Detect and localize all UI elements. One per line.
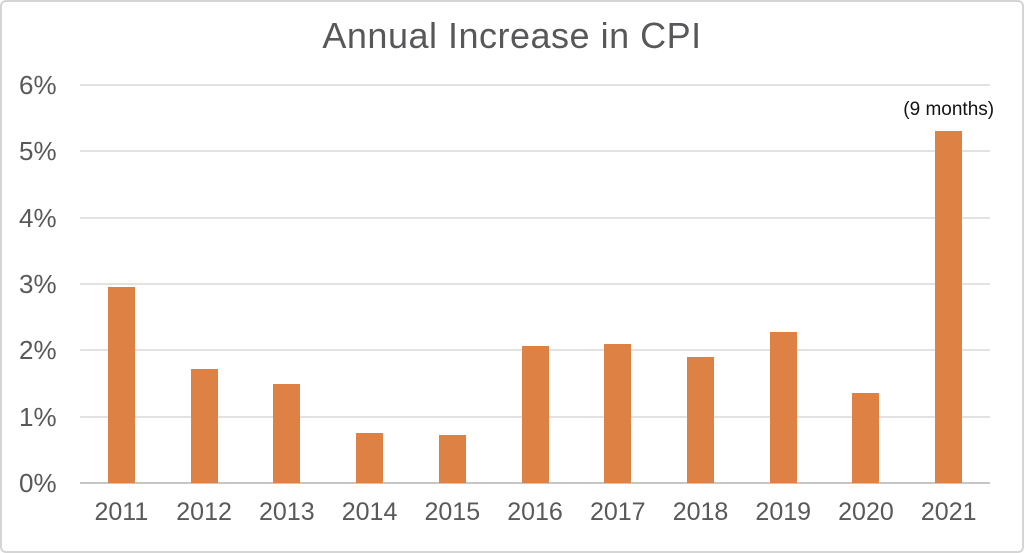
bar-column-2020 [825,85,908,483]
bar-2017 [604,343,632,483]
bar-2011 [107,287,135,483]
bar-2020 [852,392,880,483]
x-tick-label-2020: 2020 [838,498,894,526]
y-tick-label-1%: 1% [19,401,57,432]
bar-2013 [273,383,301,483]
bar-column-2019 [742,85,825,483]
bar-column-2016 [494,85,577,483]
bar-column-2013 [245,85,328,483]
x-tick-label-2021: 2021 [920,498,977,526]
x-tick-label-2017: 2017 [589,498,646,526]
x-tick-label-2014: 2014 [341,498,398,526]
y-axis: 0% 1% 2% 3% 4% 5% 6% [2,70,80,498]
x-axis-line [80,482,990,484]
bar-column-2018 [659,85,742,483]
x-tick-label-2013: 2013 [259,498,315,526]
x-tick-label-2019: 2019 [755,498,812,526]
gridline-3% [80,283,990,285]
x-axis: 2011 2012 2013 2014 2015 2016 2017 2018 2019 2020… [80,498,990,527]
gridline-4% [80,216,990,219]
bar-2018 [687,356,714,483]
gridline-5% [80,150,990,153]
bar-2019 [769,332,797,483]
bar-column-2017 [576,85,659,483]
bar-2012 [190,368,218,483]
bar-annotation: (9 months) [903,98,995,120]
x-tick-label-2011: 2011 [94,498,149,526]
bar-column-2021: (9 months) [903,85,994,483]
x-tick-label-2012: 2012 [176,498,232,526]
gridline-6% [80,84,990,86]
x-tick-label-2015: 2015 [424,498,481,526]
bar-column-2014 [328,85,411,483]
y-tick-label-2%: 2% [19,335,57,366]
y-tick-label-5%: 5% [19,136,57,167]
bar-column-2011 [80,85,163,483]
x-tick-label-2016: 2016 [507,498,563,526]
plot-area: (9 months) [80,84,994,484]
bar-column-2012 [163,85,246,483]
bar-2015 [438,435,466,483]
y-tick-label-6%: 6% [19,70,57,100]
bar-2016 [521,346,549,483]
y-tick-label-0%: 0% [19,468,57,498]
bar-column-2015 [411,85,494,483]
y-tick-label-3%: 3% [19,269,57,299]
chart-title: Annual Increase in CPI [322,15,702,56]
y-tick-label-4%: 4% [19,202,57,233]
x-tick-label-2018: 2018 [672,498,729,526]
bar-2021 [935,130,963,483]
columns: (9 months) [80,85,994,483]
bar-2014 [356,433,384,483]
